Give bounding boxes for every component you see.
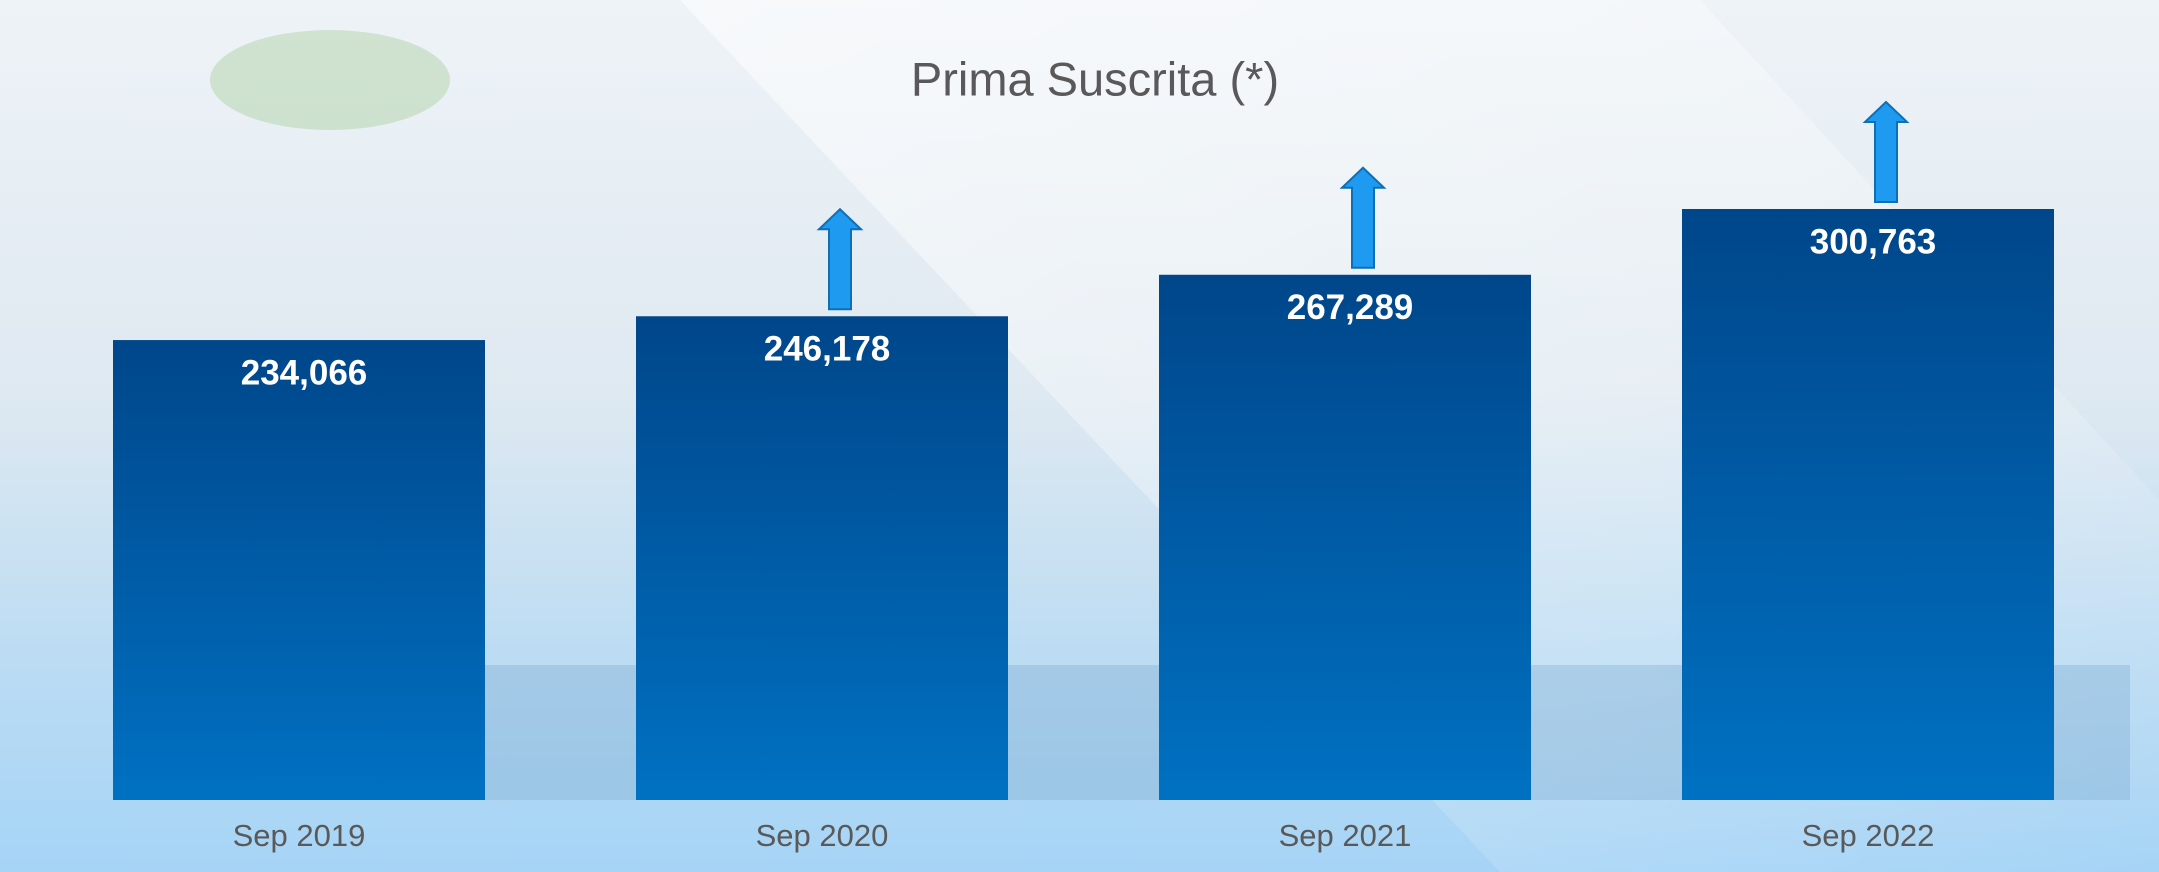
x-tick-label: Sep 2022	[1802, 818, 1935, 853]
x-tick-label: Sep 2020	[756, 818, 889, 853]
increase-arrow	[816, 207, 864, 311]
plot-area: 234,066 Sep 2019 246,178 Sep 2020 267,289 Sep…	[113, 100, 2054, 853]
value-label: 300,763	[1810, 222, 1937, 261]
chart-title: Prima Suscrita (*)	[911, 52, 1279, 105]
x-tick-label: Sep 2021	[1279, 818, 1412, 853]
value-label: 234,066	[241, 353, 368, 392]
bar	[636, 316, 1008, 800]
value-label: 246,178	[764, 330, 891, 369]
value-label: 267,289	[1287, 288, 1414, 327]
bar	[1682, 209, 2054, 800]
bar	[1159, 274, 1531, 800]
bar	[113, 340, 485, 800]
x-tick-label: Sep 2019	[233, 818, 366, 853]
increase-arrow	[1339, 166, 1387, 269]
background-blur	[210, 30, 450, 130]
increase-arrow	[1862, 100, 1910, 203]
